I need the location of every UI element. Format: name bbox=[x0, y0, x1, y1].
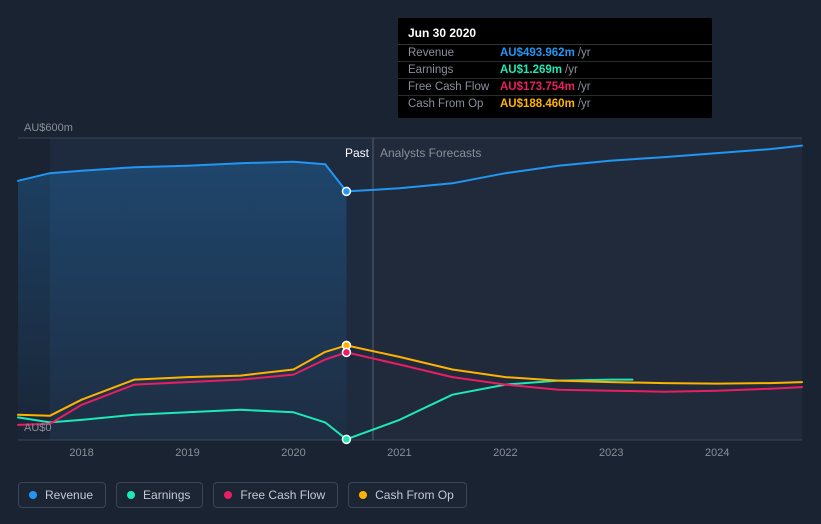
tooltip-row-unit: /yr bbox=[578, 98, 591, 110]
past-label: Past bbox=[345, 146, 369, 160]
financial-chart: AU$600m AU$0 Past Analysts Forecasts 201… bbox=[0, 0, 821, 524]
legend-dot-icon bbox=[359, 491, 367, 499]
tooltip-row-unit: /yr bbox=[578, 81, 591, 93]
legend-item-label: Free Cash Flow bbox=[240, 488, 325, 502]
legend-item-earnings[interactable]: Earnings bbox=[116, 482, 203, 508]
legend-item-revenue[interactable]: Revenue bbox=[18, 482, 106, 508]
chart-legend: Revenue Earnings Free Cash Flow Cash From O… bbox=[18, 482, 467, 508]
legend-dot-icon bbox=[127, 491, 135, 499]
tooltip-row: Free Cash FlowAU$173.754m/yr bbox=[398, 78, 712, 95]
legend-dot-icon bbox=[224, 491, 232, 499]
tooltip-row-label: Cash From Op bbox=[408, 98, 500, 110]
tooltip-row-unit: /yr bbox=[578, 47, 591, 59]
tooltip-row-unit: /yr bbox=[565, 64, 578, 76]
tooltip-row-value: AU$173.754m bbox=[500, 81, 575, 93]
tooltip-date: Jun 30 2020 bbox=[398, 24, 712, 44]
y-axis-label-max: AU$600m bbox=[24, 122, 73, 134]
tooltip-row: EarningsAU$1.269m/yr bbox=[398, 61, 712, 78]
tooltip-row-value: AU$493.962m bbox=[500, 47, 575, 59]
legend-item-fcf[interactable]: Free Cash Flow bbox=[213, 482, 338, 508]
forecast-label: Analysts Forecasts bbox=[380, 146, 481, 160]
legend-dot-icon bbox=[29, 491, 37, 499]
legend-item-label: Revenue bbox=[45, 488, 93, 502]
tooltip-row-value: AU$188.460m bbox=[500, 98, 575, 110]
legend-item-cfo[interactable]: Cash From Op bbox=[348, 482, 467, 508]
tooltip-row-label: Earnings bbox=[408, 64, 500, 76]
chart-tooltip: Jun 30 2020 RevenueAU$493.962m/yrEarning… bbox=[398, 18, 712, 118]
tooltip-row-value: AU$1.269m bbox=[500, 64, 562, 76]
legend-item-label: Earnings bbox=[143, 488, 190, 502]
tooltip-row: Cash From OpAU$188.460m/yr bbox=[398, 95, 712, 112]
tooltip-row-label: Revenue bbox=[408, 47, 500, 59]
legend-item-label: Cash From Op bbox=[375, 488, 454, 502]
tooltip-row-label: Free Cash Flow bbox=[408, 81, 500, 93]
y-axis-label-min: AU$0 bbox=[24, 422, 52, 434]
tooltip-row: RevenueAU$493.962m/yr bbox=[398, 44, 712, 61]
